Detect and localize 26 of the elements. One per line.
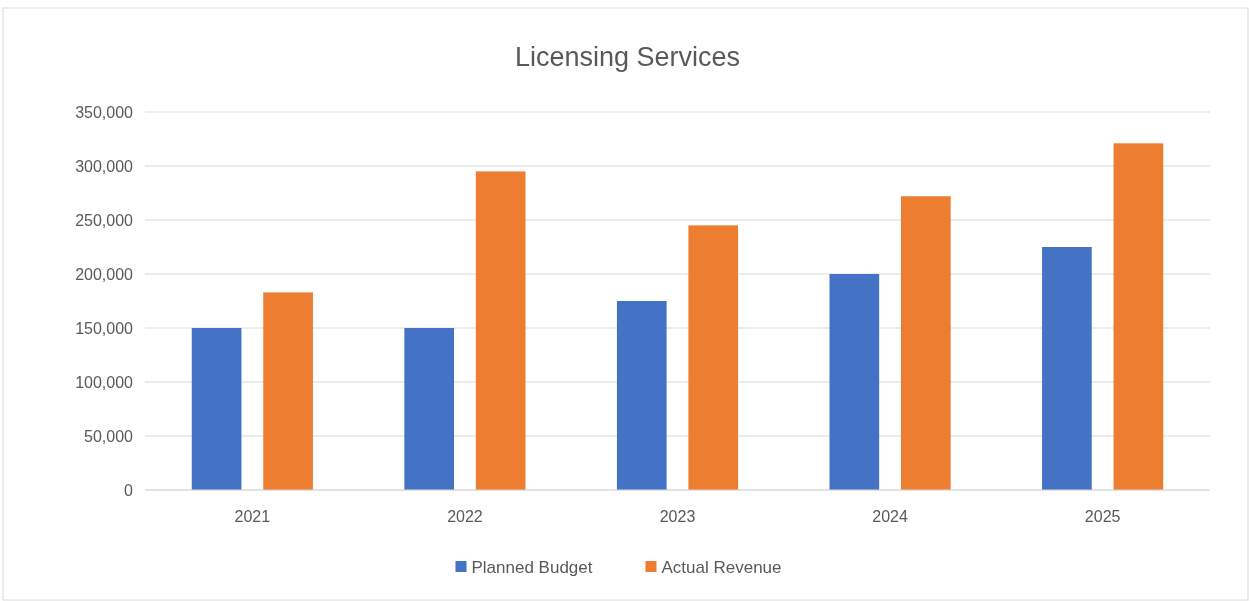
x-tick-label: 2022 <box>447 508 483 525</box>
bar <box>263 292 313 490</box>
legend-label: Planned Budget <box>471 557 593 577</box>
bar <box>688 225 739 490</box>
bar <box>1113 143 1164 490</box>
bar <box>829 274 880 490</box>
x-tick-label: 2025 <box>1084 508 1121 525</box>
bar <box>404 328 455 490</box>
x-tick-label: 2023 <box>659 508 696 525</box>
y-tick-label: 0 <box>124 481 134 499</box>
y-tick-label: 350,000 <box>75 103 134 121</box>
y-tick-label: 100,000 <box>75 373 134 391</box>
y-tick-label: 200,000 <box>75 265 134 283</box>
bar <box>1042 247 1092 490</box>
y-tick-label: 150,000 <box>75 319 134 337</box>
y-tick-label: 50,000 <box>84 427 134 445</box>
y-tick-label: 250,000 <box>75 211 134 229</box>
x-tick-label: 2021 <box>234 508 271 525</box>
x-tick-label: 2024 <box>872 508 908 525</box>
bar <box>475 171 526 490</box>
bar <box>616 301 667 490</box>
legend-label: Actual Revenue <box>661 557 782 577</box>
y-tick-label: 300,000 <box>75 157 134 175</box>
chart-title: Licensing Services <box>514 42 741 72</box>
bar <box>191 328 242 490</box>
bar <box>900 196 951 490</box>
